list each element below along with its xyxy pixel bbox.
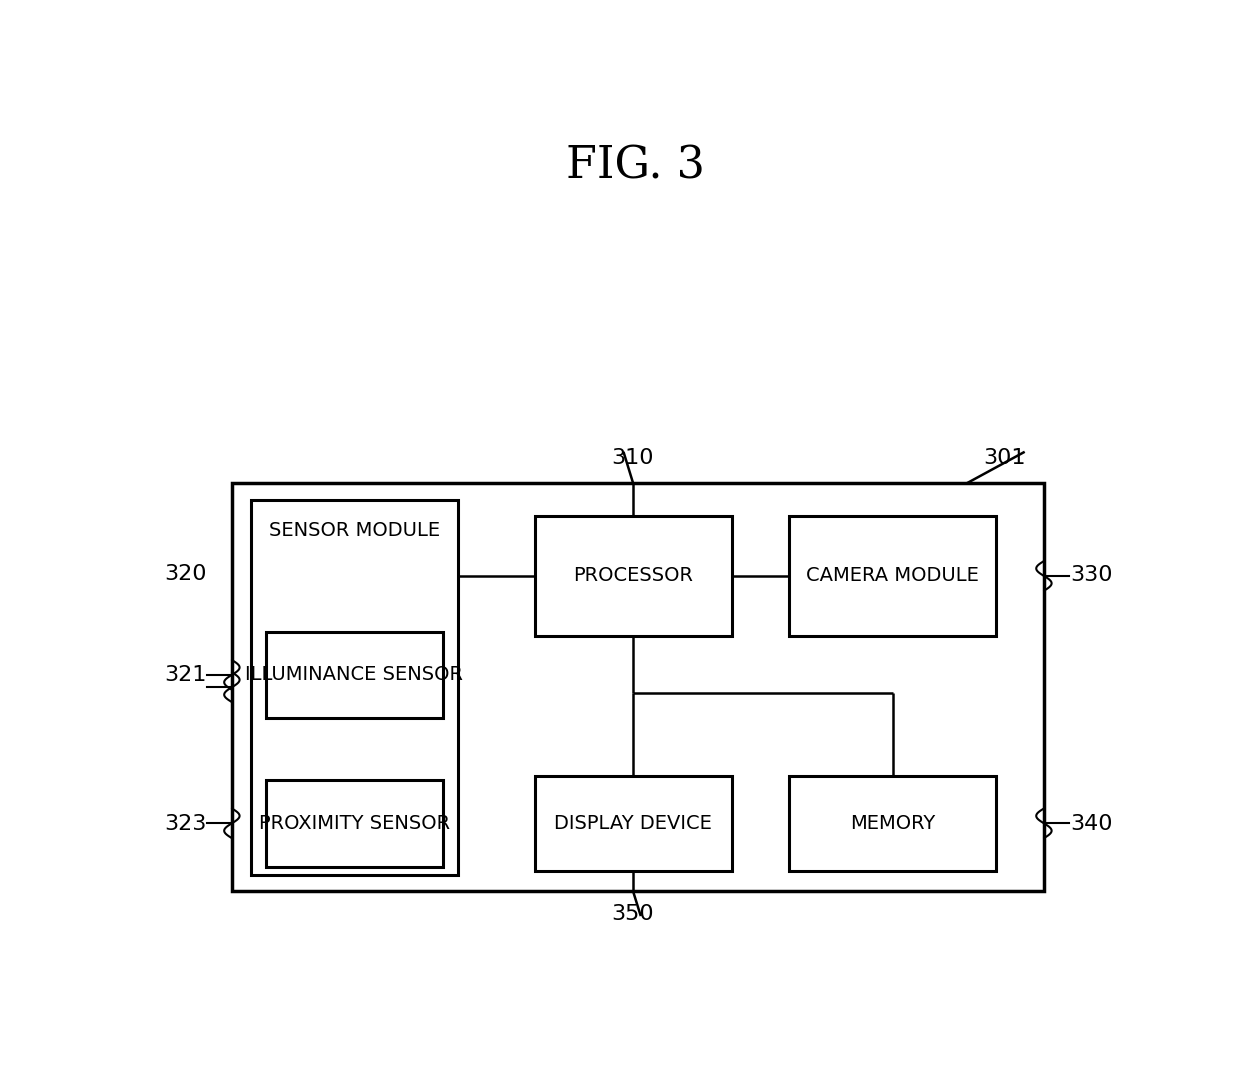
Bar — [789, 516, 996, 636]
Bar — [534, 775, 732, 871]
Text: 323: 323 — [165, 814, 207, 833]
Bar — [265, 632, 444, 719]
Text: PROCESSOR: PROCESSOR — [573, 567, 693, 586]
Text: 350: 350 — [611, 904, 653, 924]
Bar — [232, 483, 1044, 891]
Text: CAMERA MODULE: CAMERA MODULE — [806, 567, 980, 586]
Text: DISPLAY DEVICE: DISPLAY DEVICE — [554, 814, 712, 833]
Text: FIG. 3: FIG. 3 — [567, 144, 704, 187]
Bar — [534, 516, 732, 636]
Bar — [789, 775, 996, 871]
Text: MEMORY: MEMORY — [849, 814, 935, 833]
Bar — [265, 780, 444, 866]
Text: 340: 340 — [1070, 814, 1112, 833]
Text: 321: 321 — [165, 665, 207, 685]
Text: ILLUMINANCE SENSOR: ILLUMINANCE SENSOR — [246, 665, 464, 684]
Text: 320: 320 — [165, 563, 207, 584]
Text: 301: 301 — [983, 449, 1025, 468]
Text: 330: 330 — [1070, 565, 1112, 586]
Bar — [250, 499, 458, 875]
Text: 310: 310 — [611, 449, 653, 468]
Text: PROXIMITY SENSOR: PROXIMITY SENSOR — [259, 814, 450, 833]
Text: SENSOR MODULE: SENSOR MODULE — [269, 522, 440, 541]
